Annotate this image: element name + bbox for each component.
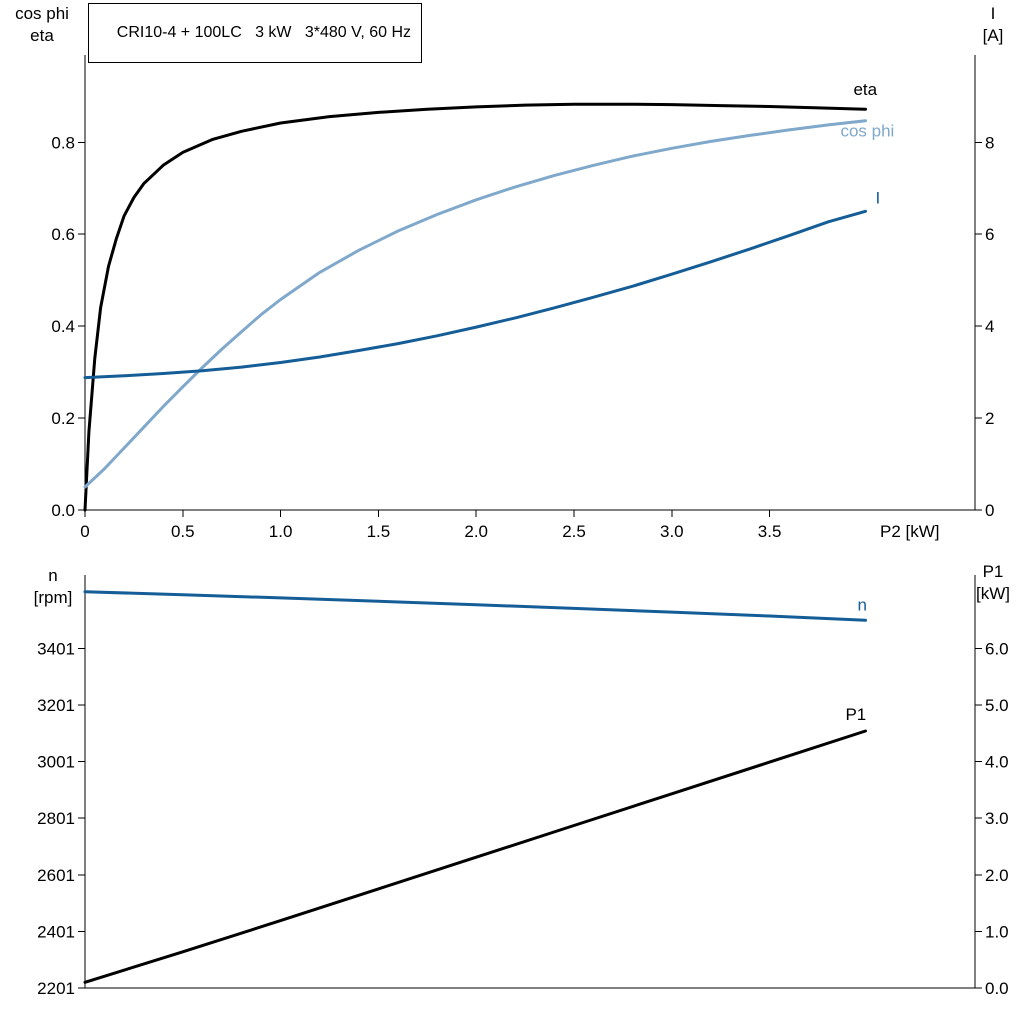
left-tick-label: 0.2 — [51, 409, 75, 428]
n-curve — [83, 590, 867, 622]
x-tick-label: 3.5 — [758, 522, 782, 541]
axis-title-speed: n — [48, 566, 58, 585]
right-tick-label: 4 — [985, 317, 994, 336]
axis-title-cos-phi: cos phi — [15, 4, 69, 23]
cos-phi-curve — [83, 119, 867, 489]
right-tick-label: 1.0 — [985, 922, 1009, 941]
right-tick-label: 5.0 — [985, 696, 1009, 715]
axis-title-p1: P1 — [982, 562, 1004, 581]
left-tick-label: 0.6 — [51, 225, 75, 244]
right-tick-label: 2 — [985, 409, 994, 428]
bottom-right-axis-title: P1 [kW] — [964, 561, 1022, 605]
right-tick-label: 4.0 — [985, 753, 1009, 772]
right-tick-label: 3.0 — [985, 809, 1009, 828]
I-curve-label: I — [875, 188, 880, 207]
left-tick-label: 0.4 — [51, 317, 75, 336]
top-left-axis-title: cos phi eta — [0, 3, 84, 47]
left-tick-label: 3201 — [37, 696, 75, 715]
x-tick-label: 3.0 — [660, 522, 684, 541]
left-tick-label: 0.0 — [51, 501, 75, 520]
x-tick-label: 1.5 — [367, 522, 391, 541]
axis-title-current: I — [990, 4, 996, 23]
x-tick-label: 2.0 — [464, 522, 488, 541]
bottom-left-axis-title: n [rpm] — [6, 565, 100, 609]
right-tick-label: 6.0 — [985, 639, 1009, 658]
left-tick-label: 2201 — [37, 979, 75, 998]
right-tick-label: 8 — [985, 133, 994, 152]
left-tick-label: 2401 — [37, 922, 75, 941]
right-tick-label: 0 — [985, 501, 994, 520]
x-tick-label: 2.5 — [562, 522, 586, 541]
P1-curve — [83, 729, 867, 984]
left-tick-label: 2801 — [37, 809, 75, 828]
right-tick-label: 0.0 — [985, 979, 1009, 998]
axis-title-p1-unit: [kW] — [976, 584, 1010, 603]
left-tick-label: 2601 — [37, 866, 75, 885]
eta-curve-label: eta — [853, 80, 877, 99]
axis-title-speed-unit: [rpm] — [33, 588, 73, 607]
chart-title-box: CRI10-4 + 100LC 3 kW 3*480 V, 60 Hz — [88, 3, 423, 63]
axis-title-eta: eta — [30, 26, 54, 45]
right-tick-label: 2.0 — [985, 866, 1009, 885]
cos-phi-curve-label: cos phi — [840, 122, 894, 141]
P1-curve-label: P1 — [845, 705, 866, 724]
n-curve-label: n — [857, 595, 866, 614]
axis-title-current-unit: [A] — [982, 26, 1004, 45]
x-axis-label: P2 [kW] — [880, 522, 940, 541]
top-right-axis-title: I [A] — [964, 3, 1022, 47]
left-tick-label: 3001 — [37, 753, 75, 772]
x-tick-label: 1.0 — [269, 522, 293, 541]
I-curve — [83, 209, 867, 380]
right-tick-label: 6 — [985, 225, 994, 244]
left-tick-label: 3401 — [37, 639, 75, 658]
eta-curve — [83, 102, 867, 512]
x-tick-label: 0.5 — [171, 522, 195, 541]
chart-title: CRI10-4 + 100LC 3 kW 3*480 V, 60 Hz — [116, 24, 412, 41]
left-tick-label: 0.8 — [51, 133, 75, 152]
x-tick-label: 0 — [80, 522, 89, 541]
